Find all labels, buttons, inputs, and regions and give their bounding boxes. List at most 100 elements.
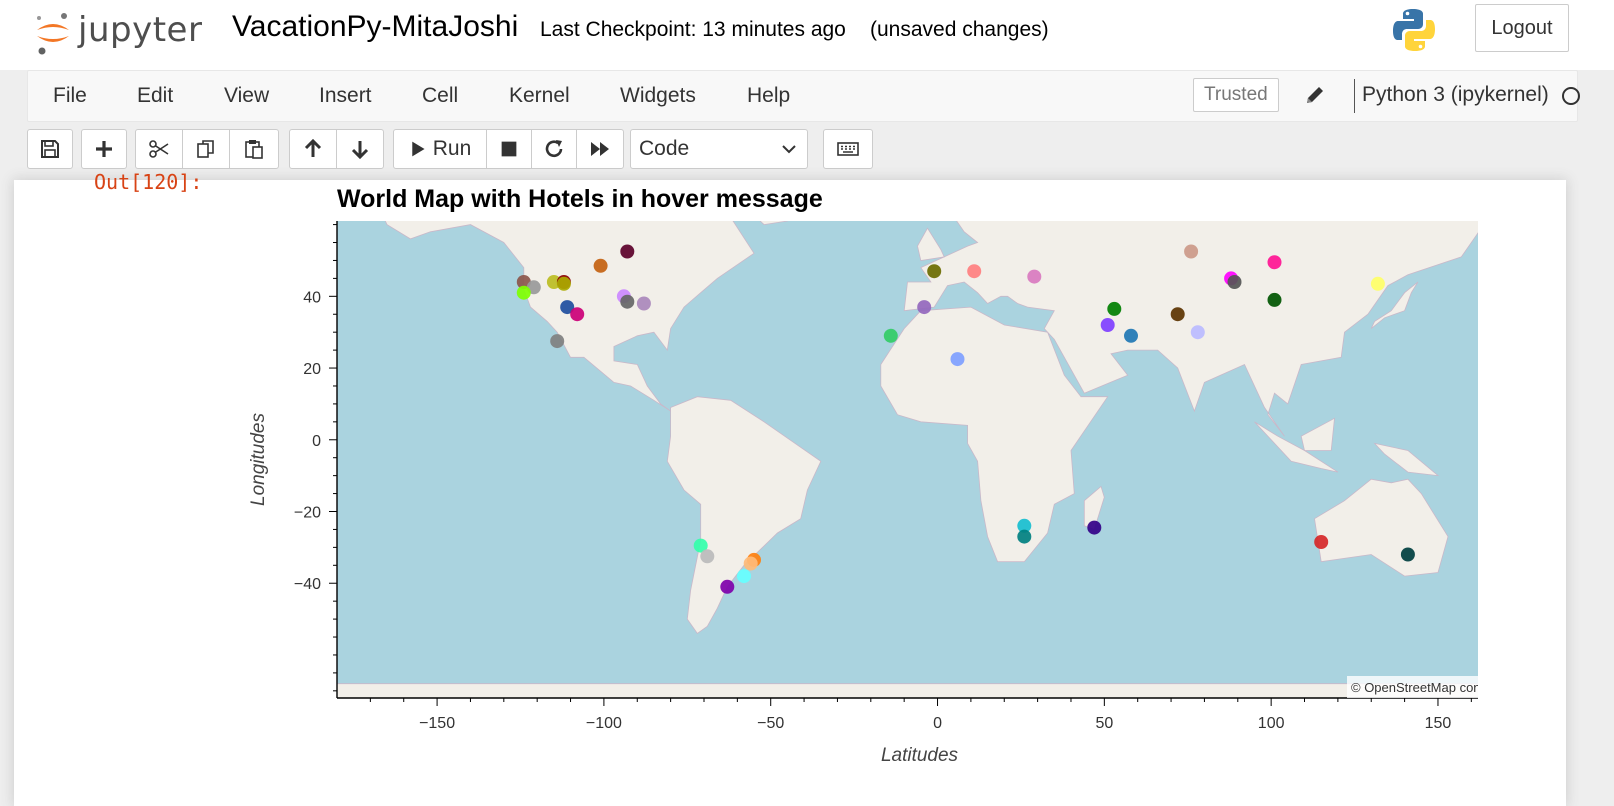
jupyter-logo[interactable]: jupyter <box>34 6 209 56</box>
kernel-name[interactable]: Python 3 (ipykernel) <box>1362 83 1549 106</box>
output-prompt: Out[120]: <box>94 170 203 194</box>
hotel-point[interactable] <box>1107 301 1122 316</box>
pencil-icon[interactable] <box>1303 83 1327 107</box>
north-america-landmass <box>384 221 755 412</box>
hotel-point[interactable] <box>620 244 635 259</box>
menu-file[interactable]: File <box>53 84 87 107</box>
south-america-landmass <box>666 396 822 634</box>
run-button[interactable]: Run <box>393 129 487 169</box>
copy-icon <box>197 140 214 158</box>
hotel-point[interactable] <box>570 307 585 322</box>
play-icon <box>412 141 425 157</box>
hotel-point[interactable] <box>1314 535 1329 549</box>
cell-type-value: Code <box>639 137 690 160</box>
hotel-point[interactable] <box>1400 547 1415 562</box>
kernel-divider <box>1354 79 1355 113</box>
interrupt-button[interactable] <box>486 129 532 169</box>
britain-landmass <box>917 227 945 261</box>
jupyter-logo-icon <box>37 13 69 55</box>
trusted-indicator[interactable]: Trusted <box>1193 78 1279 112</box>
menu-view[interactable]: View <box>224 84 270 107</box>
insert-cell-button[interactable] <box>81 129 127 169</box>
hotel-point[interactable] <box>1190 325 1205 340</box>
hotel-point[interactable] <box>1267 255 1282 270</box>
hotel-point[interactable] <box>1184 244 1199 259</box>
japan-landmass <box>1370 281 1419 329</box>
y-tick-label: 40 <box>303 289 321 306</box>
menu-widgets[interactable]: Widgets <box>620 84 696 107</box>
australia-landmass <box>1314 478 1449 577</box>
fast-forward-icon <box>591 142 609 156</box>
cut-icon <box>149 140 169 158</box>
hotel-point[interactable] <box>743 556 758 571</box>
borneo-landmass <box>1300 417 1335 451</box>
y-tick-label: 20 <box>303 361 321 378</box>
menu-cell[interactable]: Cell <box>422 84 459 107</box>
restart-button[interactable] <box>531 129 577 169</box>
indonesia-landmass <box>1254 421 1339 473</box>
hotel-point[interactable] <box>620 294 635 309</box>
y-tick-label: −20 <box>294 505 321 522</box>
arrow-up-icon <box>304 138 322 157</box>
hotel-point[interactable] <box>593 258 608 273</box>
logout-button[interactable]: Logout <box>1475 4 1569 52</box>
hotel-point[interactable] <box>1027 269 1042 284</box>
x-tick-label: 150 <box>1425 715 1452 732</box>
header: jupyter VacationPy-MitaJoshi Last Checkp… <box>0 0 1614 70</box>
hotel-point[interactable] <box>636 296 651 311</box>
restart-run-all-button[interactable] <box>576 129 624 169</box>
hotel-point[interactable] <box>550 334 565 349</box>
paste-icon <box>245 140 263 159</box>
x-tick-label: 0 <box>933 715 942 732</box>
arrow-down-icon <box>351 141 369 160</box>
hotel-point[interactable] <box>560 300 575 315</box>
x-tick-label: −100 <box>586 715 622 732</box>
hotel-point[interactable] <box>700 549 715 564</box>
hotel-point[interactable] <box>1170 307 1185 322</box>
hotel-point[interactable] <box>1087 520 1102 535</box>
menu-insert[interactable]: Insert <box>319 84 372 107</box>
hotel-point[interactable] <box>556 276 571 291</box>
hotel-point[interactable] <box>516 285 531 300</box>
map-attribution[interactable]: © OpenStreetMap contributors <box>1351 680 1528 695</box>
python-logo-icon <box>1393 9 1435 51</box>
x-tick-label: 50 <box>1095 715 1113 732</box>
new-guinea-landmass <box>1373 442 1440 477</box>
hotel-point[interactable] <box>1017 529 1032 544</box>
autosave-status: (unsaved changes) <box>870 18 1049 41</box>
menu-edit[interactable]: Edit <box>137 84 174 107</box>
save-button[interactable] <box>27 129 73 169</box>
hotel-point[interactable] <box>917 300 932 315</box>
cell-type-select[interactable]: Code <box>630 129 808 169</box>
toolbar: Run Code <box>0 124 1614 180</box>
menu-kernel[interactable]: Kernel <box>509 84 570 107</box>
hotel-point[interactable] <box>967 264 982 279</box>
save-icon <box>41 140 59 158</box>
checkpoint-status: Last Checkpoint: 13 minutes ago <box>540 18 846 41</box>
hotel-point[interactable] <box>1267 292 1282 307</box>
hotel-point[interactable] <box>1100 318 1115 332</box>
kernel-idle-icon <box>1562 87 1580 105</box>
hotel-point[interactable] <box>927 264 942 279</box>
hotel-point[interactable] <box>693 538 708 553</box>
menu-bar: File Edit View Insert Cell Kernel Widget… <box>27 70 1580 122</box>
hotel-point[interactable] <box>1017 518 1032 533</box>
paste-button[interactable] <box>229 129 279 169</box>
world-map-plot[interactable]: −150 −100 −50 0 50 100 150 40 20 0 −20 −40 Latitudes… <box>14 180 1566 806</box>
attribution-box <box>1347 676 1478 698</box>
copy-button[interactable] <box>182 129 230 169</box>
command-palette-button[interactable] <box>823 129 873 169</box>
menu-help[interactable]: Help <box>747 84 791 107</box>
move-up-button[interactable] <box>289 129 337 169</box>
hotel-point[interactable] <box>1227 275 1242 289</box>
hotel-point[interactable] <box>737 569 751 584</box>
notebook-title[interactable]: VacationPy-MitaJoshi <box>232 10 519 43</box>
hotel-point[interactable] <box>720 579 735 594</box>
move-down-button[interactable] <box>336 129 384 169</box>
hotel-point[interactable] <box>883 328 898 343</box>
hotel-point[interactable] <box>950 352 965 367</box>
africa-landmass <box>880 306 1109 563</box>
hotel-point[interactable] <box>1370 276 1385 291</box>
hotel-point[interactable] <box>1124 328 1138 343</box>
cut-button[interactable] <box>135 129 183 169</box>
